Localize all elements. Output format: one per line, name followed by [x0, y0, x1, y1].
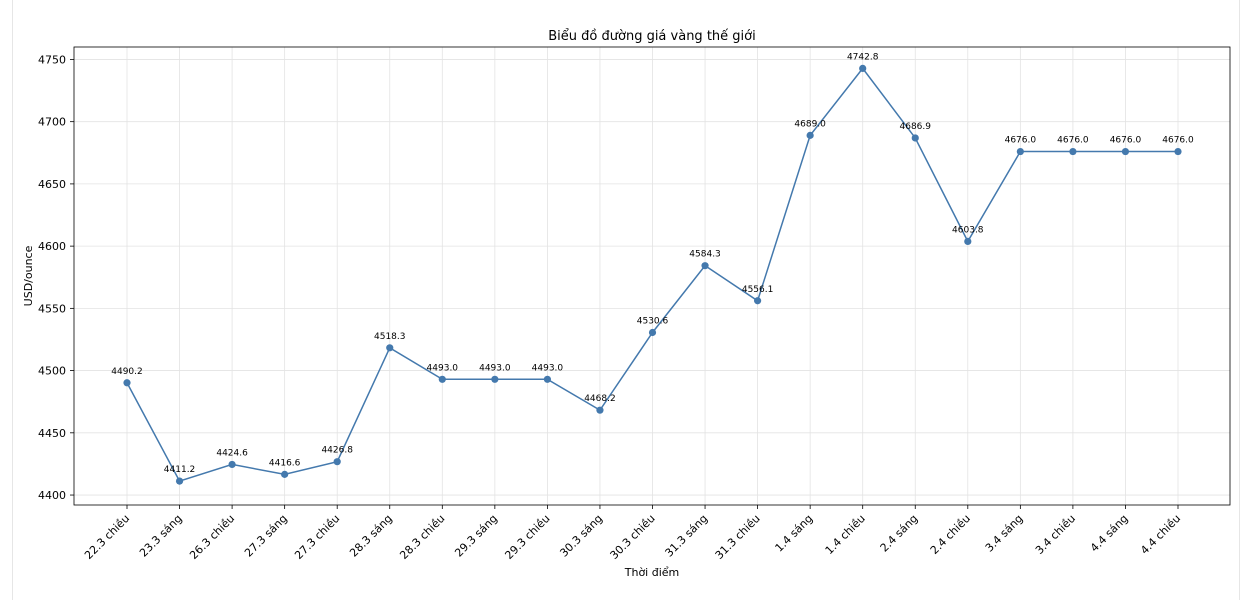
data-point [1174, 147, 1182, 156]
data-point [964, 237, 972, 246]
y-tick-label: 4600 [38, 240, 66, 253]
x-tick-label: 1.4 chiều [823, 512, 868, 557]
x-axis: 22.3 chiều 23.3 sáng 26.3 chiều 27.3 sáng 27… [82, 505, 1183, 562]
data-point [175, 477, 184, 485]
data-label: 4493.0 [427, 363, 459, 373]
x-tick-label: 4.4 sáng [1088, 512, 1131, 555]
x-tick-label: 30.3 sáng [557, 512, 605, 560]
x-tick-label: 2.4 sáng [878, 512, 921, 555]
y-axis: 4400 4450 4500 4550 4600 4650 4700 4750 [38, 53, 74, 502]
x-tick-label: 2.4 chiều [928, 512, 973, 557]
x-tick-label: 28.3 sáng [347, 512, 395, 560]
data-label: 4424.6 [216, 448, 248, 458]
data-point [648, 328, 657, 337]
data-point [1069, 147, 1077, 156]
x-tick-label: 23.3 sáng [137, 512, 185, 560]
data-point [596, 406, 604, 414]
chart-title: Biểu đồ đường giá vàng thế giới [548, 29, 755, 44]
plot-area-border [73, 46, 1231, 506]
grid [74, 47, 1230, 505]
y-tick-label: 4650 [38, 178, 66, 191]
data-label: 4493.0 [479, 363, 511, 373]
data-labels: 4490.2 4411.2 4424.6 4416.6 4426.8 4518.3 4493… [111, 52, 1194, 475]
data-point [438, 375, 446, 383]
y-tick-label: 4450 [38, 427, 66, 440]
x-tick-label: 3.4 chiều [1033, 512, 1078, 557]
x-tick-label: 4.4 chiều [1138, 512, 1183, 557]
data-label: 4518.3 [374, 332, 406, 342]
data-label: 4556.1 [742, 285, 774, 295]
x-tick-label: 1.4 sáng [773, 512, 816, 555]
data-label: 4426.8 [321, 446, 353, 456]
y-tick-label: 4700 [38, 116, 66, 129]
x-tick-label: 22.3 chiều [82, 512, 132, 562]
data-point [123, 379, 131, 387]
x-tick-label: 26.3 chiều [187, 512, 237, 562]
y-tick-label: 4400 [38, 489, 66, 502]
data-point [281, 470, 289, 478]
data-label: 4493.0 [532, 363, 564, 373]
data-label: 4676.0 [1005, 136, 1037, 146]
figure-frame [12, 0, 1240, 600]
data-label: 4686.9 [900, 122, 932, 132]
x-tick-label: 31.3 chiều [713, 512, 763, 562]
data-point [701, 262, 709, 270]
data-point [386, 344, 394, 352]
data-point [1121, 147, 1130, 156]
data-label: 4416.6 [269, 458, 301, 468]
data-label: 4742.8 [847, 52, 879, 62]
data-label: 4676.0 [1110, 136, 1142, 146]
data-point [543, 375, 552, 383]
data-label: 4676.0 [1057, 136, 1089, 146]
x-axis-label: Thời điểm [624, 566, 680, 579]
y-axis-label: USD/ounce [22, 245, 35, 306]
x-tick-label: 3.4 sáng [983, 512, 1026, 555]
data-points [123, 64, 1182, 485]
data-label: 4490.2 [111, 367, 143, 377]
data-point [806, 131, 814, 139]
y-tick-label: 4550 [38, 302, 66, 315]
data-label: 4411.2 [164, 465, 196, 475]
data-label: 4468.2 [584, 394, 616, 404]
data-point [911, 134, 919, 142]
x-tick-label: 31.3 sáng [662, 512, 710, 560]
data-point [333, 458, 341, 466]
x-tick-label: 28.3 chiều [397, 512, 447, 562]
x-tick-label: 29.3 sáng [452, 512, 500, 560]
data-point [859, 64, 867, 73]
y-tick-label: 4750 [38, 53, 66, 66]
data-label: 4689.0 [794, 119, 826, 129]
data-label: 4603.8 [952, 225, 984, 235]
y-tick-label: 4500 [38, 365, 66, 378]
data-point [228, 460, 236, 469]
x-tick-label: 30.3 chiều [608, 512, 658, 562]
x-tick-label: 27.3 sáng [242, 512, 290, 560]
x-tick-label: 29.3 chiều [502, 512, 552, 562]
data-label: 4676.0 [1162, 136, 1194, 146]
data-point [491, 375, 499, 383]
data-point [754, 297, 762, 305]
data-label: 4584.3 [689, 250, 721, 260]
data-point [1016, 147, 1024, 156]
data-label: 4530.6 [637, 317, 669, 327]
x-tick-label: 27.3 chiều [292, 512, 342, 562]
